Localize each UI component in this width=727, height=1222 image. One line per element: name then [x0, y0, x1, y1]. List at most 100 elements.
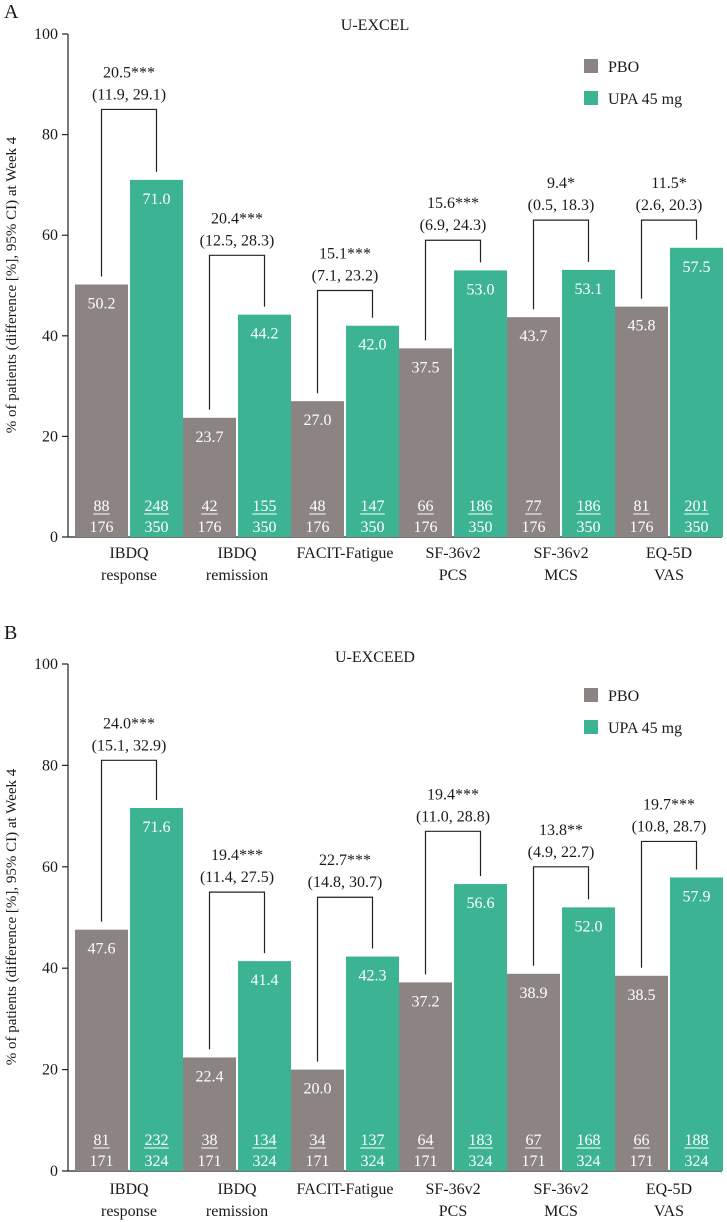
difference-ci: (15.1, 32.9) — [92, 737, 167, 754]
bar-upa — [670, 247, 723, 537]
chart-title: U-EXCEL — [341, 17, 409, 34]
difference-value: 15.6*** — [427, 195, 479, 212]
panel-label: B — [4, 622, 17, 644]
legend-swatch-upa — [584, 91, 598, 105]
denominator-pbo: 176 — [90, 519, 114, 536]
denominator-pbo: 176 — [414, 519, 438, 536]
numerator-pbo: 77 — [526, 498, 542, 515]
category-label: SF-36v2 — [533, 545, 588, 562]
value-label-pbo: 50.2 — [88, 295, 116, 312]
numerator-upa: 232 — [145, 1132, 169, 1149]
significance-bracket — [208, 891, 266, 1050]
value-label-upa: 52.0 — [575, 918, 603, 935]
value-label-upa: 53.1 — [575, 281, 603, 298]
difference-ci: (6.9, 24.3) — [420, 217, 487, 234]
category-label: EQ-5D — [646, 1181, 692, 1198]
y-tick-label: 80 — [42, 757, 58, 774]
value-label-upa: 57.9 — [683, 888, 711, 905]
numerator-upa: 134 — [253, 1132, 277, 1149]
category-label: PCS — [439, 1203, 467, 1220]
value-label-upa: 57.5 — [683, 259, 711, 276]
numerator-upa: 183 — [469, 1132, 493, 1149]
denominator-upa: 350 — [145, 519, 169, 536]
value-label-pbo: 45.8 — [628, 318, 656, 335]
difference-ci: (12.5, 28.3) — [200, 232, 275, 249]
y-axis-label: % of patients (difference [%], 95% CI) a… — [4, 136, 20, 433]
category-label: IBDQ — [109, 1181, 149, 1198]
difference-value: 11.5* — [651, 175, 686, 192]
numerator-upa: 147 — [361, 498, 385, 515]
numerator-pbo: 81 — [634, 498, 650, 515]
bar-pbo — [507, 973, 560, 1171]
bar-upa — [130, 179, 183, 537]
bar-upa — [562, 269, 615, 537]
numerator-pbo: 66 — [634, 1132, 650, 1149]
chart-panel-a: A U-EXCEL % of patients (difference [%], 9… — [4, 1, 723, 584]
significance-bracket — [316, 896, 374, 1062]
category-label: EQ-5D — [646, 545, 692, 562]
category-label: SF-36v2 — [425, 545, 480, 562]
difference-value: 9.4* — [547, 175, 575, 192]
difference-value: 19.4*** — [211, 847, 263, 864]
category-label: response — [101, 567, 157, 584]
y-tick-label: 80 — [42, 127, 58, 144]
denominator-pbo: 176 — [630, 519, 654, 536]
difference-ci: (14.8, 30.7) — [308, 874, 383, 891]
denominator-pbo: 171 — [630, 1153, 654, 1170]
bar-pbo — [183, 417, 236, 537]
difference-value: 13.8** — [539, 822, 583, 839]
denominator-upa: 350 — [469, 519, 493, 536]
denominator-upa: 350 — [685, 519, 709, 536]
denominator-pbo: 171 — [522, 1153, 546, 1170]
bar-upa — [562, 907, 615, 1171]
bar-pbo — [399, 348, 452, 537]
numerator-pbo: 64 — [418, 1132, 434, 1149]
difference-value: 15.1*** — [319, 246, 371, 263]
value-label-upa: 71.6 — [143, 819, 171, 836]
legend-label: PBO — [608, 688, 639, 705]
significance-bracket — [640, 219, 698, 299]
value-label-pbo: 27.0 — [304, 412, 332, 429]
legend-label: UPA 45 mg — [608, 720, 682, 737]
legend-swatch-upa — [584, 720, 598, 734]
bar-upa — [670, 877, 723, 1171]
legend-label: PBO — [608, 59, 639, 76]
y-tick-label: 60 — [42, 227, 58, 244]
denominator-pbo: 176 — [198, 519, 222, 536]
denominator-upa: 324 — [577, 1153, 601, 1170]
category-label: PCS — [439, 567, 467, 584]
category-label: VAS — [654, 567, 684, 584]
numerator-upa: 186 — [577, 498, 601, 515]
numerator-upa: 168 — [577, 1132, 601, 1149]
value-label-pbo: 22.4 — [196, 1068, 224, 1085]
value-label-upa: 56.6 — [467, 895, 495, 912]
numerator-pbo: 38 — [202, 1132, 218, 1149]
difference-value: 19.7*** — [643, 796, 695, 813]
numerator-upa: 186 — [469, 498, 493, 515]
denominator-upa: 350 — [577, 519, 601, 536]
difference-ci: (2.6, 20.3) — [636, 197, 703, 214]
category-label: IBDQ — [109, 545, 149, 562]
bar-pbo — [291, 1069, 344, 1171]
significance-bracket — [532, 219, 590, 310]
value-label-pbo: 43.7 — [520, 328, 548, 345]
difference-value: 19.4*** — [427, 786, 479, 803]
numerator-pbo: 66 — [418, 498, 434, 515]
bar-upa — [238, 961, 291, 1171]
significance-bracket — [532, 866, 590, 966]
bar-upa — [454, 270, 507, 537]
numerator-pbo: 81 — [94, 1132, 110, 1149]
legend-swatch-pbo — [584, 59, 598, 73]
panel-label: A — [4, 1, 19, 23]
category-label: IBDQ — [217, 545, 257, 562]
bar-upa — [346, 325, 399, 537]
denominator-pbo: 171 — [198, 1153, 222, 1170]
y-tick-label: 40 — [42, 328, 58, 345]
y-tick-label: 60 — [42, 859, 58, 876]
difference-ci: (11.4, 27.5) — [200, 869, 274, 886]
difference-value: 24.0*** — [103, 715, 155, 732]
value-label-upa: 71.0 — [143, 191, 171, 208]
legend-label: UPA 45 mg — [608, 91, 682, 108]
significance-bracket — [208, 254, 266, 410]
value-label-pbo: 23.7 — [196, 429, 224, 446]
